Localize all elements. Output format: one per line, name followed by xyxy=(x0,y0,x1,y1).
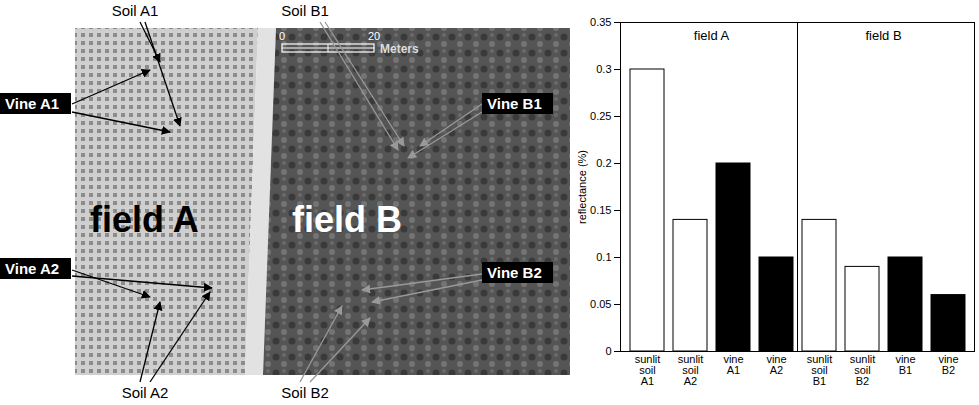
svg-text:0.25: 0.25 xyxy=(590,110,611,122)
svg-text:0: 0 xyxy=(605,345,611,357)
svg-text:vineA2: vineA2 xyxy=(766,353,786,376)
svg-text:field A: field A xyxy=(694,28,730,43)
svg-text:Soil A1: Soil A1 xyxy=(112,2,159,19)
svg-text:Soil A2: Soil A2 xyxy=(122,384,169,401)
svg-text:0.15: 0.15 xyxy=(590,204,611,216)
svg-text:sunlitsoilB2: sunlitsoilB2 xyxy=(850,353,876,387)
svg-text:vineA1: vineA1 xyxy=(723,353,743,376)
svg-text:0.05: 0.05 xyxy=(590,298,611,310)
svg-text:vineB1: vineB1 xyxy=(895,353,915,376)
svg-text:0.2: 0.2 xyxy=(596,157,611,169)
svg-text:Vine A1: Vine A1 xyxy=(5,95,59,112)
svg-text:field B: field B xyxy=(865,28,901,43)
svg-text:field A: field A xyxy=(90,199,199,240)
svg-text:Soil B1: Soil B1 xyxy=(281,2,329,19)
svg-text:Vine A2: Vine A2 xyxy=(5,260,59,277)
svg-text:0.35: 0.35 xyxy=(590,16,611,28)
svg-text:Meters: Meters xyxy=(380,42,419,56)
svg-text:Vine B2: Vine B2 xyxy=(487,264,542,281)
svg-text:0: 0 xyxy=(279,30,285,42)
svg-text:sunlitsoilB1: sunlitsoilB1 xyxy=(807,353,833,387)
svg-text:Vine B1: Vine B1 xyxy=(487,95,542,112)
svg-text:vineB2: vineB2 xyxy=(938,353,958,376)
svg-text:reflectance (%): reflectance (%) xyxy=(576,150,588,224)
svg-text:0.3: 0.3 xyxy=(596,63,611,75)
svg-text:Soil B2: Soil B2 xyxy=(281,384,329,401)
svg-text:20: 20 xyxy=(368,30,380,42)
svg-text:sunlitsoilA2: sunlitsoilA2 xyxy=(678,353,704,387)
svg-text:sunlitsoilA1: sunlitsoilA1 xyxy=(635,353,661,387)
svg-text:field B: field B xyxy=(292,199,402,240)
svg-text:0.1: 0.1 xyxy=(596,251,611,263)
